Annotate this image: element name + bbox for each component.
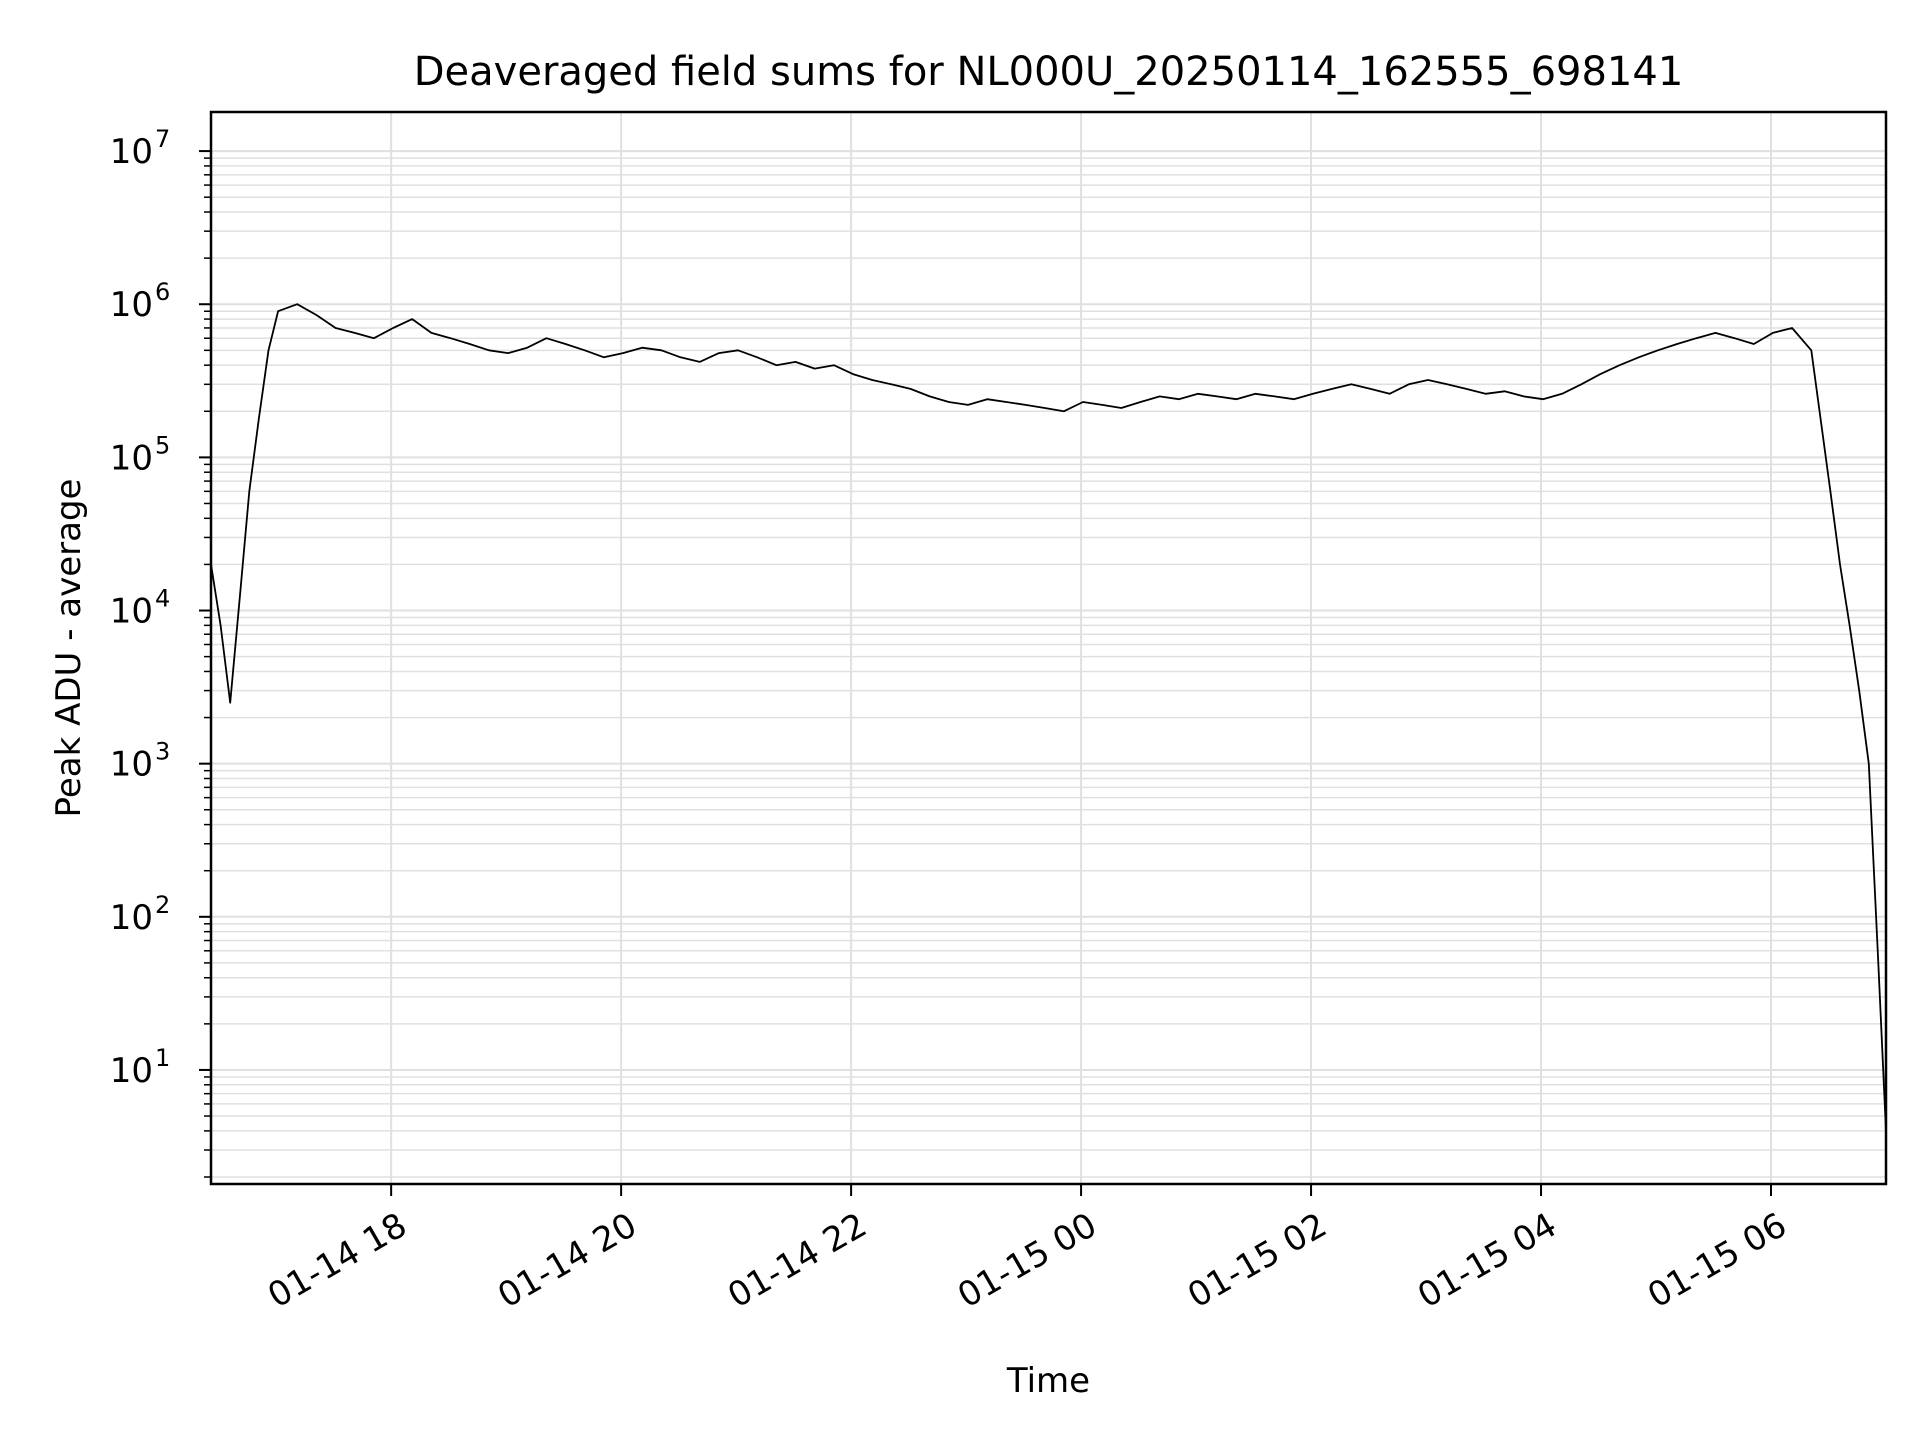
y-tick-label: 10 <box>110 438 153 478</box>
y-tick-label: 10 <box>110 285 153 325</box>
x-tick-label: 01-15 04 <box>1411 1205 1563 1316</box>
y-axis-label: Peak ADU - average <box>49 479 89 818</box>
y-tick-label: 10 <box>110 745 153 785</box>
series-layer <box>210 303 1887 1131</box>
x-axis-ticks: 01-14 18 01-14 20 01-14 22 01-15 00 01-15 02… <box>261 1184 1794 1316</box>
y-tick-label: 10 <box>110 592 153 632</box>
y-tick-exponent: 2 <box>155 891 170 919</box>
y-tick-exponent: 5 <box>155 431 170 459</box>
x-tick-label: 01-15 06 <box>1641 1205 1793 1316</box>
x-axis-label: Time <box>1006 1361 1090 1401</box>
x-tick-label: 01-14 22 <box>721 1205 873 1316</box>
x-tick-label: 01-15 00 <box>951 1205 1103 1316</box>
grid-lines <box>211 112 1886 1184</box>
x-tick-label: 01-15 02 <box>1181 1205 1333 1316</box>
y-tick-label: 10 <box>110 1051 153 1091</box>
y-tick-exponent: 1 <box>155 1044 170 1072</box>
y-tick-exponent: 4 <box>155 585 170 613</box>
y-tick-exponent: 6 <box>155 278 170 306</box>
plot-frame <box>209 110 1888 1186</box>
x-tick-label: 01-14 20 <box>491 1205 643 1316</box>
x-tick-label: 01-14 18 <box>261 1205 413 1316</box>
y-tick-exponent: 7 <box>155 125 170 153</box>
chart-title: Deaveraged field sums for NL000U_2025011… <box>414 49 1684 95</box>
y-tick-exponent: 3 <box>155 738 170 766</box>
y-tick-label: 10 <box>110 132 153 172</box>
y-tick-label: 10 <box>110 898 153 938</box>
series-line-0 <box>210 303 1887 1131</box>
